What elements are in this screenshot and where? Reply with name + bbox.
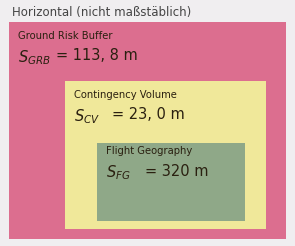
Text: = 23, 0 m: = 23, 0 m [112, 107, 185, 122]
Text: = 320 m: = 320 m [145, 164, 208, 179]
Text: Ground Risk Buffer: Ground Risk Buffer [18, 31, 112, 41]
Text: $S_{GRB}$: $S_{GRB}$ [18, 48, 50, 67]
Text: Horizontal (nicht maßstäblich): Horizontal (nicht maßstäblich) [12, 6, 191, 19]
Text: = 113, 8 m: = 113, 8 m [56, 48, 138, 63]
Bar [97, 143, 245, 221]
Text: $S_{CV}$: $S_{CV}$ [74, 107, 100, 126]
Bar [9, 22, 286, 239]
Bar [65, 81, 266, 229]
Text: $S_{FG}$: $S_{FG}$ [106, 164, 131, 182]
Text: Flight Geography: Flight Geography [106, 146, 192, 156]
Text: Contingency Volume: Contingency Volume [74, 90, 177, 100]
